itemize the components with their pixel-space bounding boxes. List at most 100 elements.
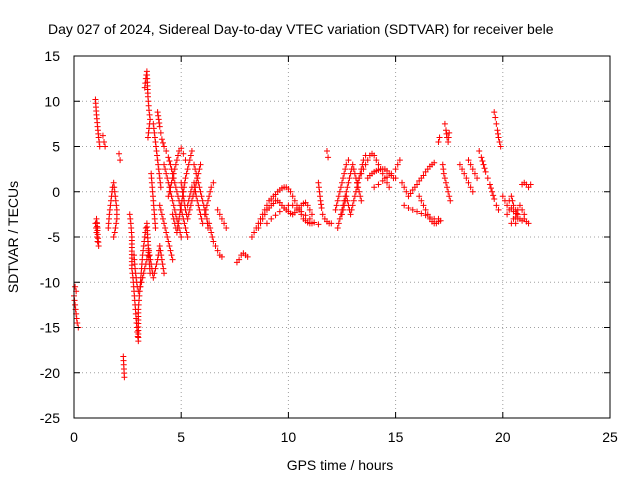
data-point	[170, 170, 177, 177]
data-point	[148, 261, 155, 268]
data-point	[444, 184, 451, 191]
data-point	[101, 138, 108, 145]
data-point	[255, 224, 262, 231]
data-point	[173, 188, 180, 195]
data-point	[218, 253, 225, 260]
data-point	[316, 188, 323, 195]
data-point	[176, 211, 183, 218]
data-point	[318, 201, 325, 208]
data-point	[181, 220, 188, 227]
data-point	[157, 247, 164, 254]
data-point	[494, 130, 501, 137]
data-point	[392, 166, 399, 173]
data-point	[127, 215, 134, 222]
data-point	[494, 127, 501, 134]
data-point	[208, 184, 215, 191]
data-point	[197, 188, 204, 195]
data-point	[201, 211, 208, 218]
data-point	[375, 181, 382, 188]
data-point	[184, 166, 191, 173]
data-point	[199, 197, 206, 204]
data-point	[409, 206, 416, 213]
data-point	[508, 205, 515, 212]
data-point	[158, 252, 165, 259]
data-point	[347, 211, 354, 218]
data-point	[218, 215, 225, 222]
data-point	[481, 165, 488, 172]
data-point	[107, 202, 114, 209]
data-point	[276, 208, 283, 215]
data-point	[168, 179, 175, 186]
data-point	[499, 193, 506, 200]
data-point	[170, 215, 177, 222]
data-point	[176, 215, 183, 222]
data-point	[132, 265, 139, 272]
data-point	[339, 179, 345, 186]
data-point	[291, 197, 298, 204]
data-point	[179, 188, 186, 195]
data-point	[504, 202, 511, 209]
data-point	[198, 215, 205, 222]
data-point	[440, 166, 447, 173]
data-point	[206, 220, 213, 227]
data-point	[436, 134, 443, 141]
data-point	[315, 221, 322, 228]
data-point	[306, 215, 313, 222]
data-point	[171, 206, 178, 213]
data-point	[151, 270, 158, 277]
data-point	[492, 114, 499, 121]
data-point	[178, 234, 185, 240]
data-point	[456, 161, 463, 168]
data-point	[333, 202, 340, 209]
data-point	[405, 205, 412, 212]
x-axis-label: GPS time / hours	[287, 457, 394, 473]
data-point	[194, 175, 201, 182]
data-point	[465, 157, 472, 164]
data-point	[208, 229, 215, 236]
data-point	[497, 143, 504, 150]
y-tick-label: -10	[40, 274, 60, 290]
data-point	[155, 116, 162, 123]
data-point	[195, 179, 202, 186]
data-point	[111, 229, 118, 236]
data-point	[358, 197, 365, 204]
data-point	[446, 129, 453, 136]
data-point	[207, 188, 214, 195]
data-point	[169, 197, 176, 204]
data-point	[186, 193, 193, 200]
data-point	[447, 197, 454, 204]
data-point	[180, 150, 187, 157]
data-point	[489, 188, 496, 195]
data-point	[461, 170, 468, 177]
x-tick-label: 20	[495, 429, 511, 445]
data-point	[202, 206, 209, 213]
data-point	[152, 138, 159, 145]
data-point	[117, 157, 124, 164]
data-point	[480, 161, 487, 168]
data-point	[121, 374, 128, 381]
data-point	[180, 193, 187, 200]
data-point	[328, 220, 335, 227]
data-point	[349, 161, 356, 168]
data-point	[173, 229, 180, 236]
data-point	[134, 333, 141, 340]
data-point	[384, 179, 391, 186]
data-point	[521, 211, 528, 218]
data-point	[156, 170, 163, 177]
data-point	[508, 193, 515, 200]
data-point	[157, 129, 164, 136]
data-point	[139, 252, 146, 259]
data-point	[496, 138, 503, 145]
data-point	[281, 205, 288, 212]
data-point	[153, 148, 160, 155]
data-point	[156, 119, 163, 126]
data-point	[147, 116, 154, 123]
data-point	[323, 148, 330, 155]
data-point	[172, 161, 179, 168]
data-point	[159, 261, 166, 268]
data-point	[293, 205, 300, 212]
data-point	[174, 224, 181, 231]
data-point	[150, 125, 157, 132]
data-point	[94, 220, 101, 227]
data-point	[311, 219, 318, 226]
